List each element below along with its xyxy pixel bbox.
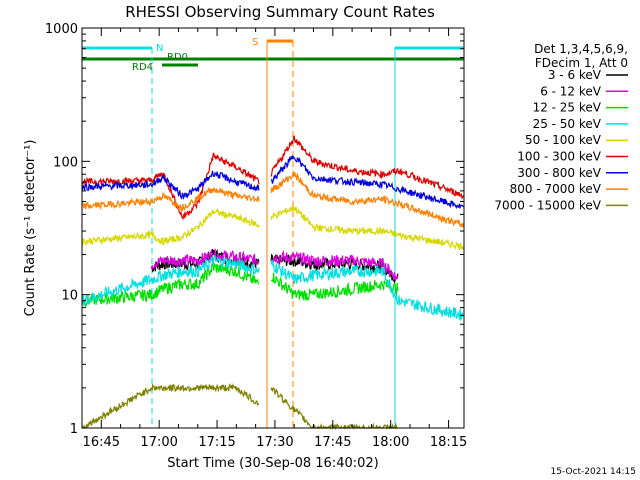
legend-header: Det 1,3,4,5,6,9, <box>534 42 628 56</box>
series-line <box>81 208 260 247</box>
legend-label: 7000 - 15000 keV <box>494 198 601 212</box>
footer-timestamp: 15-Oct-2021 14:15 <box>551 467 636 477</box>
chart-title: RHESSI Observing Summary Count Rates <box>125 3 435 21</box>
series-8 <box>81 382 398 431</box>
series-2 <box>81 261 399 308</box>
y-axis-label: Count Rate (s⁻¹ detector⁻¹) <box>23 140 38 317</box>
saa-label: S <box>252 37 258 48</box>
series-line <box>271 272 399 302</box>
series-line <box>270 155 464 210</box>
series-7 <box>81 171 464 228</box>
night-flag-label: N <box>156 43 163 54</box>
y-tick-label: 1 <box>70 422 78 437</box>
x-tick-label: 18:00 <box>372 435 409 450</box>
series-line <box>270 135 464 200</box>
series-5 <box>81 135 464 221</box>
legend-label: 50 - 100 keV <box>525 133 602 147</box>
x-axis-label: Start Time (30-Sep-08 16:40:02) <box>167 456 378 471</box>
series-4 <box>81 205 464 251</box>
legend-label: 800 - 7000 keV <box>510 182 602 196</box>
x-tick-label: 17:15 <box>198 435 235 450</box>
legend: Det 1,3,4,5,6,9,FDecim 1, Att 03 - 6 keV… <box>494 42 628 212</box>
series-line <box>270 205 464 251</box>
y-tick-label: 100 <box>53 155 78 170</box>
series-line <box>270 250 399 281</box>
legend-label: 6 - 12 keV <box>540 84 602 98</box>
series-line <box>270 387 398 431</box>
legend-label: 12 - 25 keV <box>533 101 602 115</box>
series-line <box>81 261 259 308</box>
x-tick-label: 18:15 <box>430 435 467 450</box>
series-3 <box>81 254 464 321</box>
x-tick-label: 16:45 <box>83 435 120 450</box>
series-line <box>270 171 464 228</box>
series-line <box>81 382 260 429</box>
series-line <box>270 260 464 321</box>
legend-label: 100 - 300 keV <box>517 150 601 164</box>
series-line <box>81 186 260 212</box>
legend-label: 300 - 800 keV <box>517 166 601 180</box>
x-tick-label: 17:45 <box>314 435 351 450</box>
rd4-label: RD4 <box>132 62 153 73</box>
series-line <box>81 254 260 307</box>
series-line <box>81 170 260 200</box>
observing-flags: N RD4 RD0 S <box>81 37 465 428</box>
x-tick-label: 17:00 <box>140 435 177 450</box>
plot-frame <box>81 27 465 429</box>
y-tick-label: 1000 <box>45 22 78 37</box>
y-tick-label: 10 <box>61 289 78 304</box>
legend-label: 3 - 6 keV <box>548 68 602 82</box>
series-line <box>81 152 260 221</box>
series-6 <box>81 155 464 210</box>
legend-label: 25 - 50 keV <box>533 117 602 131</box>
x-tick-label: 17:30 <box>256 435 293 450</box>
legend-header: FDecim 1, Att 0 <box>535 56 628 70</box>
rd0-label: RD0 <box>167 52 188 63</box>
